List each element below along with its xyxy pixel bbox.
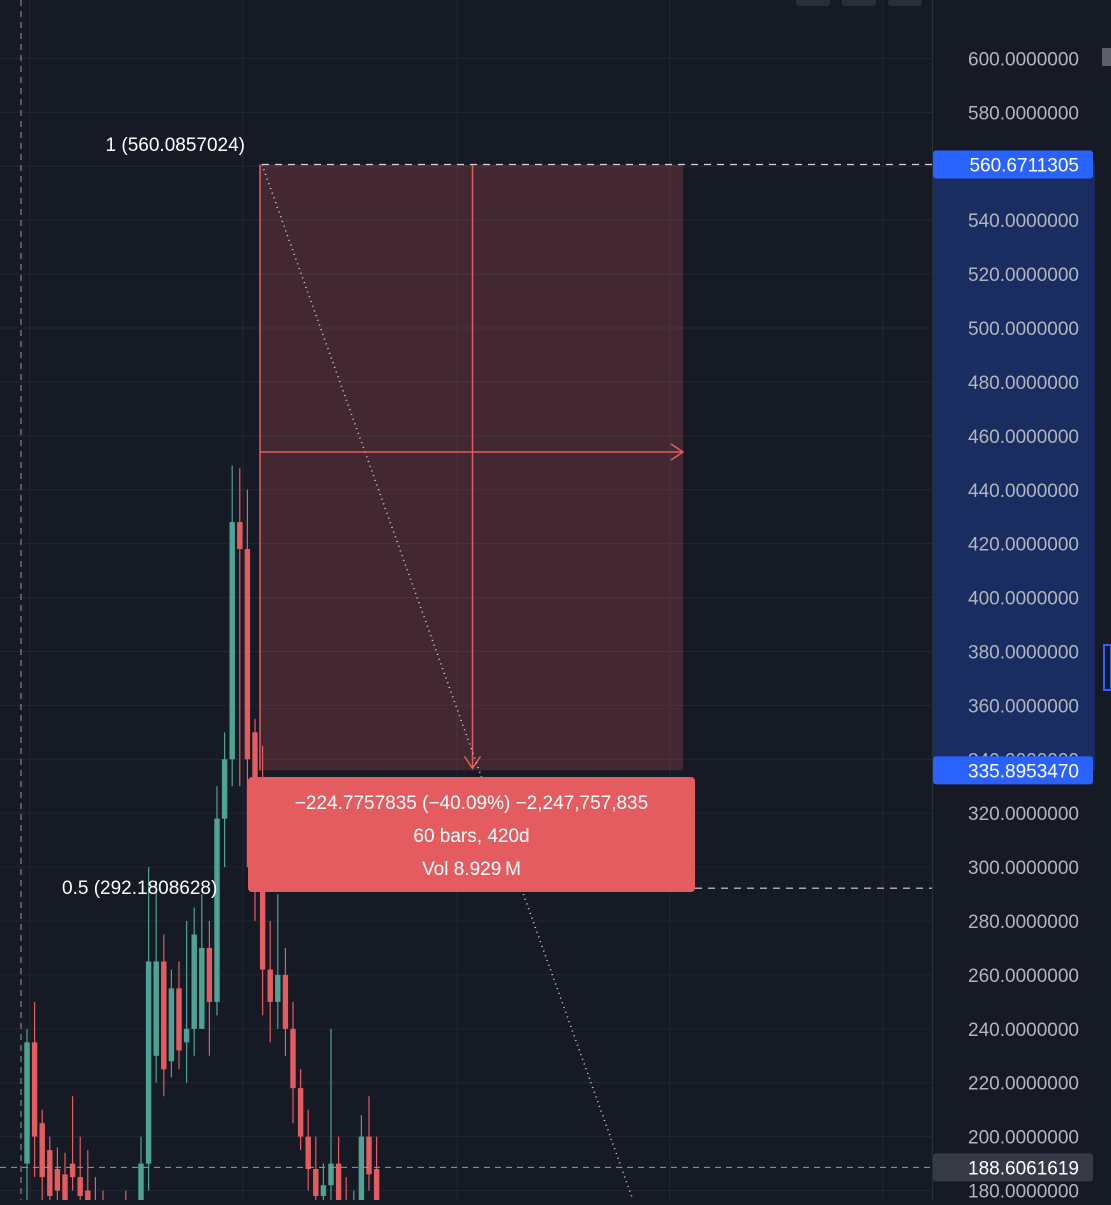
price-axis-tick-label: 320.0000000 (968, 804, 1079, 825)
candle-body (366, 1136, 372, 1175)
candle-body (191, 934, 197, 1029)
measure-callout: −224.7757835 (−40.09%) −2,247,757,835 60… (248, 777, 695, 892)
price-badge-label: 188.6061619 (968, 1158, 1079, 1179)
candle-body (221, 759, 228, 819)
price-axis-tick-label: 500.0000000 (968, 319, 1079, 340)
candle-body (54, 1169, 61, 1191)
candle-body (320, 1185, 327, 1196)
candle-body (47, 1150, 53, 1196)
price-axis-tick-label: 280.0000000 (968, 912, 1079, 933)
candle-body (206, 947, 213, 1002)
price-axis-tick-label: 240.0000000 (968, 1020, 1079, 1041)
price-axis-tick-label: 520.0000000 (968, 265, 1079, 286)
price-axis-tick-label: 420.0000000 (968, 535, 1079, 556)
candle-body (328, 1163, 334, 1186)
candle-body (313, 1169, 319, 1196)
candle-body (69, 1163, 76, 1178)
measure-box[interactable] (260, 164, 683, 771)
price-axis-tick-label: 540.0000000 (968, 211, 1079, 232)
candle-body (229, 522, 235, 760)
candle-body (358, 1136, 365, 1205)
scrollbar-thumb[interactable] (1102, 48, 1111, 66)
price-axis-tick-label: 580.0000000 (968, 103, 1079, 124)
price-badge (933, 756, 1093, 785)
candle-body (297, 1088, 304, 1137)
price-axis-tick-label: 180.0000000 (968, 1182, 1079, 1200)
candle-body (145, 961, 152, 1164)
candle-body (335, 1163, 342, 1205)
price-axis-tick-label: 260.0000000 (968, 966, 1079, 987)
candle-body (31, 1042, 38, 1137)
candle-body (161, 961, 167, 1070)
price-axis-range-highlight (933, 164, 1095, 771)
candle-body (153, 961, 159, 1056)
candle-body (290, 1028, 296, 1089)
candle-body (237, 522, 243, 550)
fib-level-label: 1 (560.0857024) (106, 135, 245, 156)
measure-bars-text: 60 bars, 420d (413, 826, 530, 847)
candle-body (305, 1136, 311, 1170)
candle-body (24, 1042, 30, 1164)
price-axis-tick-label: 360.0000000 (968, 696, 1079, 717)
price-axis-tick-label: 600.0000000 (968, 49, 1079, 70)
candle-body (77, 1177, 83, 1196)
measure-volume-text: Vol 8.929 M (422, 859, 521, 880)
price-badge-label: 560.6711305 (969, 155, 1079, 176)
price-axis-tick-label: 200.0000000 (968, 1128, 1079, 1149)
price-axis-tick-label: 480.0000000 (968, 373, 1079, 394)
candle-body (282, 974, 289, 1029)
candle-body (275, 974, 281, 1002)
price-badge-label: 335.8953470 (968, 761, 1079, 782)
price-badge (933, 1153, 1093, 1182)
candle-body (199, 947, 205, 1029)
measure-change-text: −224.7757835 (−40.09%) −2,247,757,835 (294, 793, 649, 814)
measure-arrowhead-right (670, 443, 685, 461)
candle-body (373, 1169, 380, 1202)
candle-body (244, 549, 251, 760)
candle-body (85, 1190, 91, 1205)
price-axis-tick-label: 400.0000000 (968, 589, 1079, 610)
fib-level-label: 0.5 (292.1808628) (62, 878, 217, 899)
candle-body (214, 818, 220, 1002)
candle-body (39, 1123, 45, 1178)
measure-arrowhead-down (463, 755, 482, 770)
price-axis-tick-label: 380.0000000 (968, 642, 1079, 663)
toolbar-button[interactable] (796, 0, 830, 6)
candle-body (259, 867, 266, 970)
price-axis[interactable] (932, 0, 1111, 1200)
candle-body (183, 1028, 190, 1043)
price-axis-tick-label: 220.0000000 (968, 1074, 1079, 1095)
toolbar-button[interactable] (888, 0, 922, 6)
candle-body (267, 969, 273, 1002)
scale-handle[interactable] (1103, 644, 1111, 691)
candle-body (176, 988, 182, 1051)
price-axis-tick-label: 300.0000000 (968, 858, 1079, 879)
candle-body (138, 1163, 144, 1205)
toolbar-button[interactable] (842, 0, 876, 6)
price-axis-tick-label: 440.0000000 (968, 481, 1079, 502)
price-axis-tick-label: 460.0000000 (968, 427, 1079, 448)
price-badge (933, 150, 1093, 179)
candle-body (168, 988, 175, 1062)
candle-body (62, 1174, 68, 1202)
